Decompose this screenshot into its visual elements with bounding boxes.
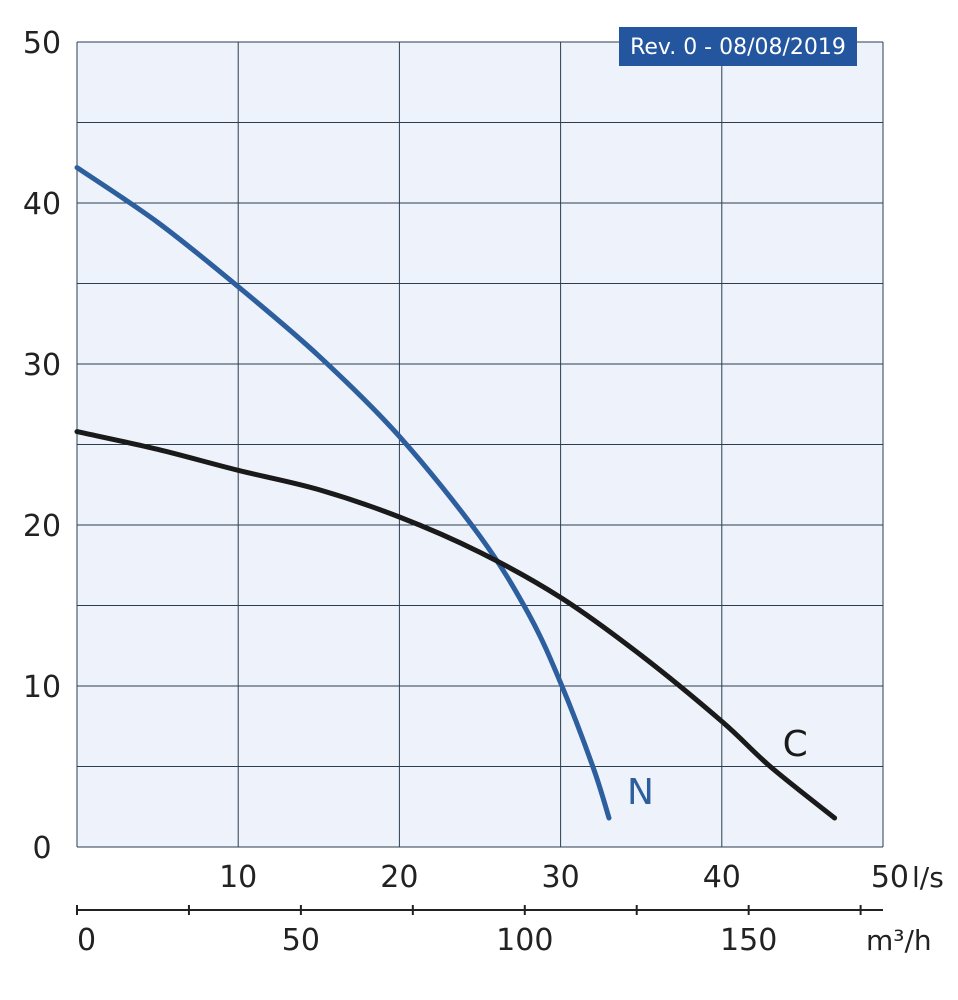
secondary-x-axis-unit: m³/h: [866, 924, 932, 957]
y-axis-ticks: 0 10 20 30 40 50: [23, 26, 61, 866]
x-tick-label: 50: [871, 860, 909, 895]
secondary-x-tick-label: 150: [720, 923, 777, 958]
secondary-x-tick-label: 50: [282, 923, 320, 958]
secondary-x-tick-label: 100: [496, 923, 553, 958]
y-tick-label: 0: [32, 831, 51, 866]
series-line-c: [74, 429, 838, 821]
revision-badge: [619, 27, 857, 66]
x-tick-label: 30: [542, 860, 580, 895]
y-tick-label: 20: [23, 509, 61, 544]
series-line-n: [74, 165, 612, 821]
x-axis-ticks: 10 20 30 40 50: [219, 860, 909, 895]
y-tick-label: 30: [23, 348, 61, 383]
revision-badge-text: Rev. 0 - 08/08/2019: [630, 35, 846, 60]
y-tick-label: 50: [23, 26, 61, 61]
series-label-n: N: [627, 772, 654, 813]
curve-labels: NC: [627, 724, 808, 813]
series-label-c: C: [783, 724, 808, 765]
secondary-x-axis: 0 50 100 150: [76, 905, 883, 958]
grid: [76, 41, 884, 848]
x-axis-unit: l/s: [912, 861, 944, 894]
curves: [74, 165, 838, 821]
y-tick-label: 10: [23, 670, 61, 705]
secondary-x-tick-label: 0: [77, 923, 96, 958]
x-tick-label: 10: [219, 860, 257, 895]
x-tick-label: 20: [380, 860, 418, 895]
y-tick-label: 40: [23, 187, 61, 222]
x-tick-label: 40: [703, 860, 741, 895]
